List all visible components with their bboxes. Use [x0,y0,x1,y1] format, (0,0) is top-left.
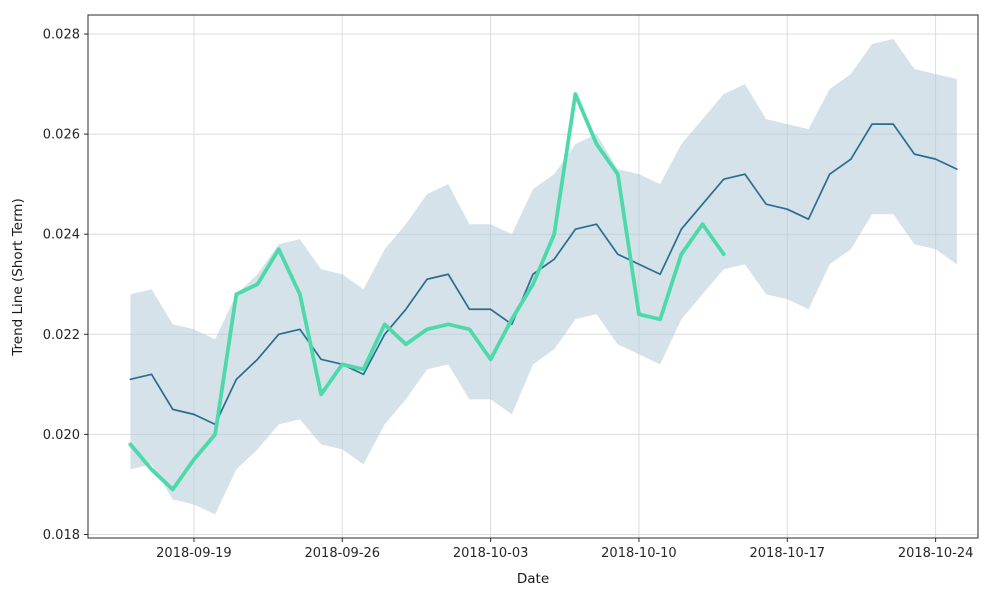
plot-frame [87,14,979,539]
x-tick-label: 2018-10-10 [601,546,677,561]
x-axis-label: Date [517,571,549,587]
y-tick-label: 0.026 [43,128,80,143]
y-tick-label: 0.022 [43,328,80,343]
short-term-actual-series [128,92,726,492]
y-axis-label: Trend Line (Short Term) [10,198,26,356]
y-tick-label: 0.020 [43,428,80,443]
x-tick-label: 2018-10-17 [750,546,826,561]
x-tick-label: 2018-10-03 [453,546,529,561]
chart-plot-area: 0.018 0.020 0.022 0.024 0.026 0.028 2018-09-19… [43,14,979,561]
x-tick-label: 2018-09-19 [156,546,232,561]
confidence-band [130,39,957,515]
x-tick-label: 2018-09-26 [305,546,381,561]
y-tick-label: 0.028 [43,28,80,43]
y-tick-label: 0.024 [43,228,80,243]
trend-line-series [129,123,958,426]
x-tick-label: 2018-10-24 [898,546,974,561]
y-tick-label: 0.018 [43,528,80,543]
